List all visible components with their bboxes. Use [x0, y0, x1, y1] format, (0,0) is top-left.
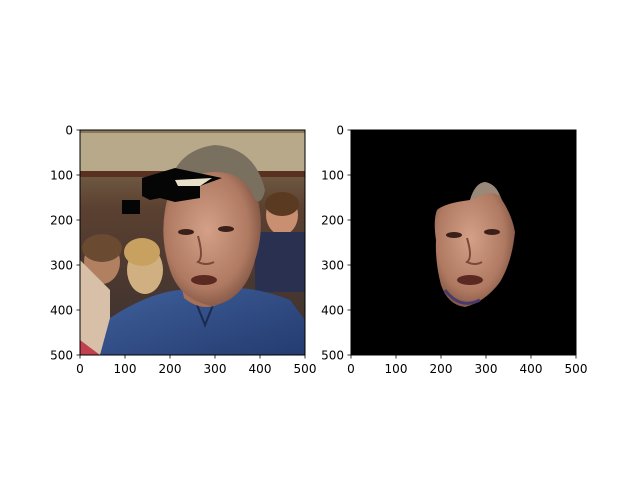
y-tick-label: 100	[321, 169, 344, 183]
y-tick-label: 0	[336, 124, 344, 138]
y-tick-label: 400	[50, 304, 73, 318]
y-tick-label: 500	[321, 349, 344, 363]
y-tick-label: 400	[321, 304, 344, 318]
x-tick-label: 300	[204, 362, 227, 376]
y-tick-label: 500	[50, 349, 73, 363]
x-tick-label: 200	[430, 362, 453, 376]
x-tick-label: 400	[249, 362, 272, 376]
y-tick-label: 200	[321, 214, 344, 228]
original-photo	[80, 130, 305, 355]
axes-frame-1	[79, 129, 306, 356]
y-tick-label: 100	[50, 169, 73, 183]
x-tick-label: 200	[159, 362, 182, 376]
x-tick-label: 0	[76, 362, 84, 376]
x-tick-label: 500	[565, 362, 588, 376]
x-tick-label: 300	[475, 362, 498, 376]
y-tick-label: 300	[321, 259, 344, 273]
x-tick-label: 100	[114, 362, 137, 376]
y-tick-label: 0	[65, 124, 73, 138]
x-tick-label: 400	[520, 362, 543, 376]
x-tick-label: 0	[347, 362, 355, 376]
y-tick-label: 300	[50, 259, 73, 273]
axes-frame-2	[350, 129, 577, 356]
x-tick-label: 100	[385, 362, 408, 376]
y-tick-label: 200	[50, 214, 73, 228]
masked-face-image	[351, 130, 576, 355]
x-tick-label: 500	[294, 362, 317, 376]
